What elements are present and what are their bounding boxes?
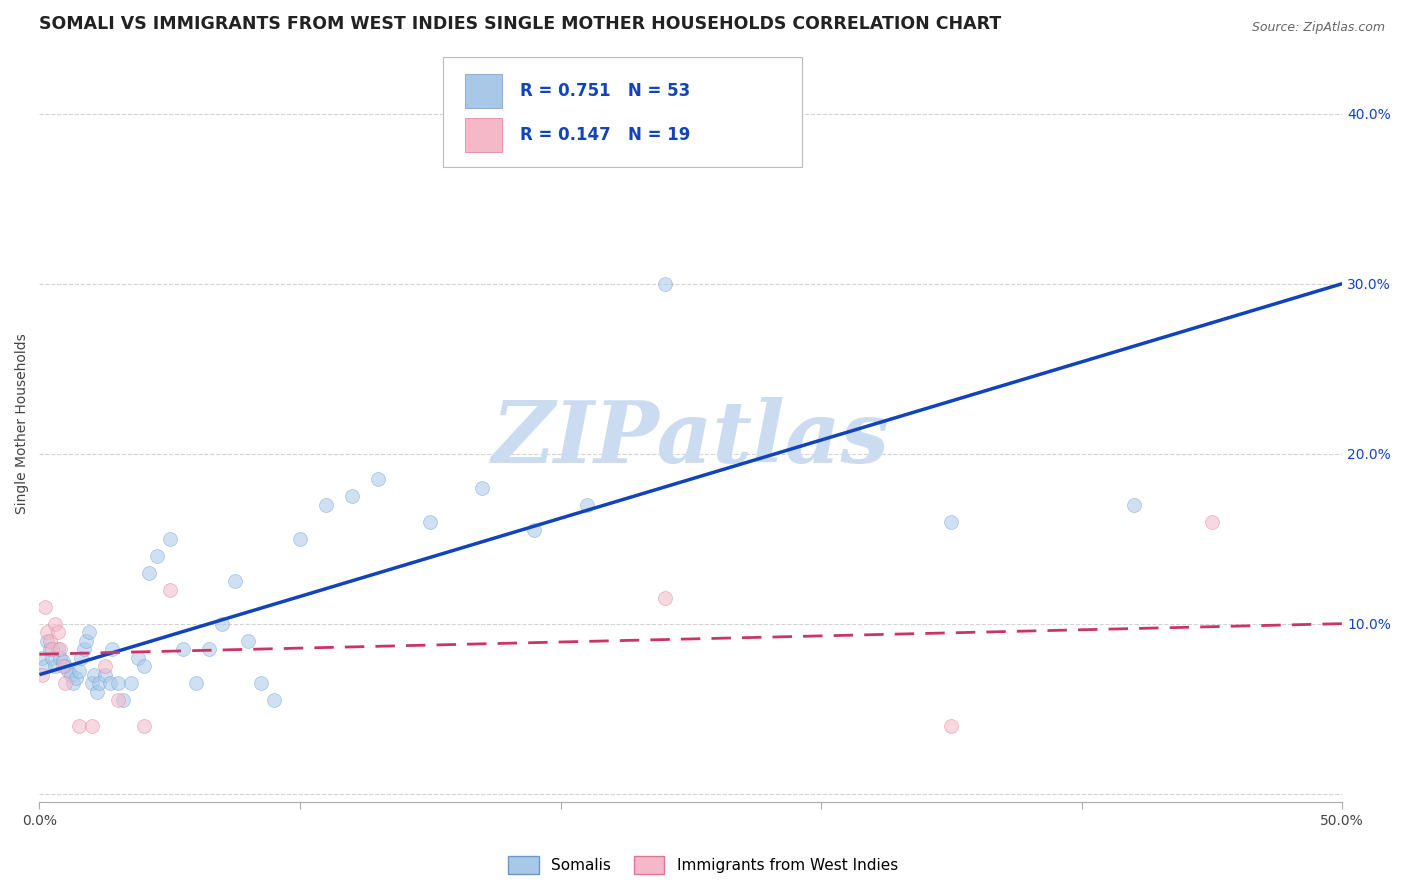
Point bbox=[59, 667, 82, 681]
Legend: Somalis, Immigrants from West Indies: Somalis, Immigrants from West Indies bbox=[502, 850, 904, 880]
Point bbox=[86, 684, 108, 698]
Text: Source: ZipAtlas.com: Source: ZipAtlas.com bbox=[1251, 21, 1385, 34]
Point bbox=[107, 676, 129, 690]
Point bbox=[75, 633, 97, 648]
Point bbox=[67, 665, 90, 679]
Point bbox=[70, 650, 93, 665]
Point bbox=[941, 718, 963, 732]
Point bbox=[80, 676, 103, 690]
Point bbox=[52, 654, 75, 668]
Point bbox=[77, 625, 100, 640]
Point bbox=[184, 676, 207, 690]
Y-axis label: Single Mother Households: Single Mother Households bbox=[15, 334, 30, 515]
Text: R = 0.751   N = 53: R = 0.751 N = 53 bbox=[520, 82, 690, 101]
Point bbox=[367, 472, 389, 486]
Point bbox=[132, 659, 155, 673]
Point bbox=[654, 277, 676, 291]
Point bbox=[471, 481, 494, 495]
Point bbox=[224, 574, 246, 589]
Point bbox=[654, 591, 676, 606]
Point bbox=[41, 642, 63, 657]
Point bbox=[1122, 498, 1144, 512]
Point bbox=[31, 667, 53, 681]
Point bbox=[37, 625, 59, 640]
Point bbox=[31, 650, 53, 665]
Point bbox=[37, 633, 59, 648]
Point bbox=[159, 582, 181, 597]
Point bbox=[80, 718, 103, 732]
Point bbox=[197, 642, 219, 657]
Point bbox=[120, 676, 142, 690]
Point bbox=[55, 676, 77, 690]
Point bbox=[172, 642, 194, 657]
Point bbox=[93, 659, 115, 673]
Point bbox=[38, 642, 60, 657]
Point bbox=[145, 549, 167, 563]
FancyBboxPatch shape bbox=[465, 118, 502, 152]
Point bbox=[34, 599, 56, 614]
Point bbox=[49, 642, 72, 657]
Point bbox=[49, 650, 72, 665]
Point bbox=[132, 718, 155, 732]
Point bbox=[52, 659, 75, 673]
Text: SOMALI VS IMMIGRANTS FROM WEST INDIES SINGLE MOTHER HOUSEHOLDS CORRELATION CHART: SOMALI VS IMMIGRANTS FROM WEST INDIES SI… bbox=[39, 15, 1001, 33]
Point bbox=[288, 532, 311, 546]
Point bbox=[56, 665, 79, 679]
Text: R = 0.147   N = 19: R = 0.147 N = 19 bbox=[520, 126, 690, 144]
Point bbox=[83, 667, 105, 681]
Point bbox=[250, 676, 273, 690]
Point bbox=[98, 676, 121, 690]
Point bbox=[211, 616, 233, 631]
Point bbox=[101, 642, 124, 657]
Point bbox=[340, 489, 363, 503]
Point bbox=[38, 633, 60, 648]
Point bbox=[315, 498, 337, 512]
Point bbox=[127, 650, 149, 665]
Point bbox=[65, 671, 87, 685]
Point bbox=[419, 515, 441, 529]
Point bbox=[575, 498, 598, 512]
Point bbox=[73, 642, 96, 657]
Point bbox=[62, 676, 84, 690]
Point bbox=[46, 625, 69, 640]
Point bbox=[44, 659, 66, 673]
FancyBboxPatch shape bbox=[443, 57, 801, 167]
Point bbox=[107, 693, 129, 707]
Point bbox=[34, 659, 56, 673]
Point bbox=[67, 718, 90, 732]
Point bbox=[93, 667, 115, 681]
Point bbox=[46, 642, 69, 657]
Point bbox=[111, 693, 134, 707]
Text: ZIPatlas: ZIPatlas bbox=[492, 397, 890, 481]
Point bbox=[523, 523, 546, 537]
Point bbox=[41, 650, 63, 665]
Point bbox=[138, 566, 160, 580]
FancyBboxPatch shape bbox=[465, 74, 502, 109]
Point bbox=[236, 633, 259, 648]
Point bbox=[263, 693, 285, 707]
Point bbox=[1201, 515, 1223, 529]
Point bbox=[44, 616, 66, 631]
Point bbox=[89, 676, 111, 690]
Point bbox=[55, 659, 77, 673]
Point bbox=[159, 532, 181, 546]
Point bbox=[941, 515, 963, 529]
